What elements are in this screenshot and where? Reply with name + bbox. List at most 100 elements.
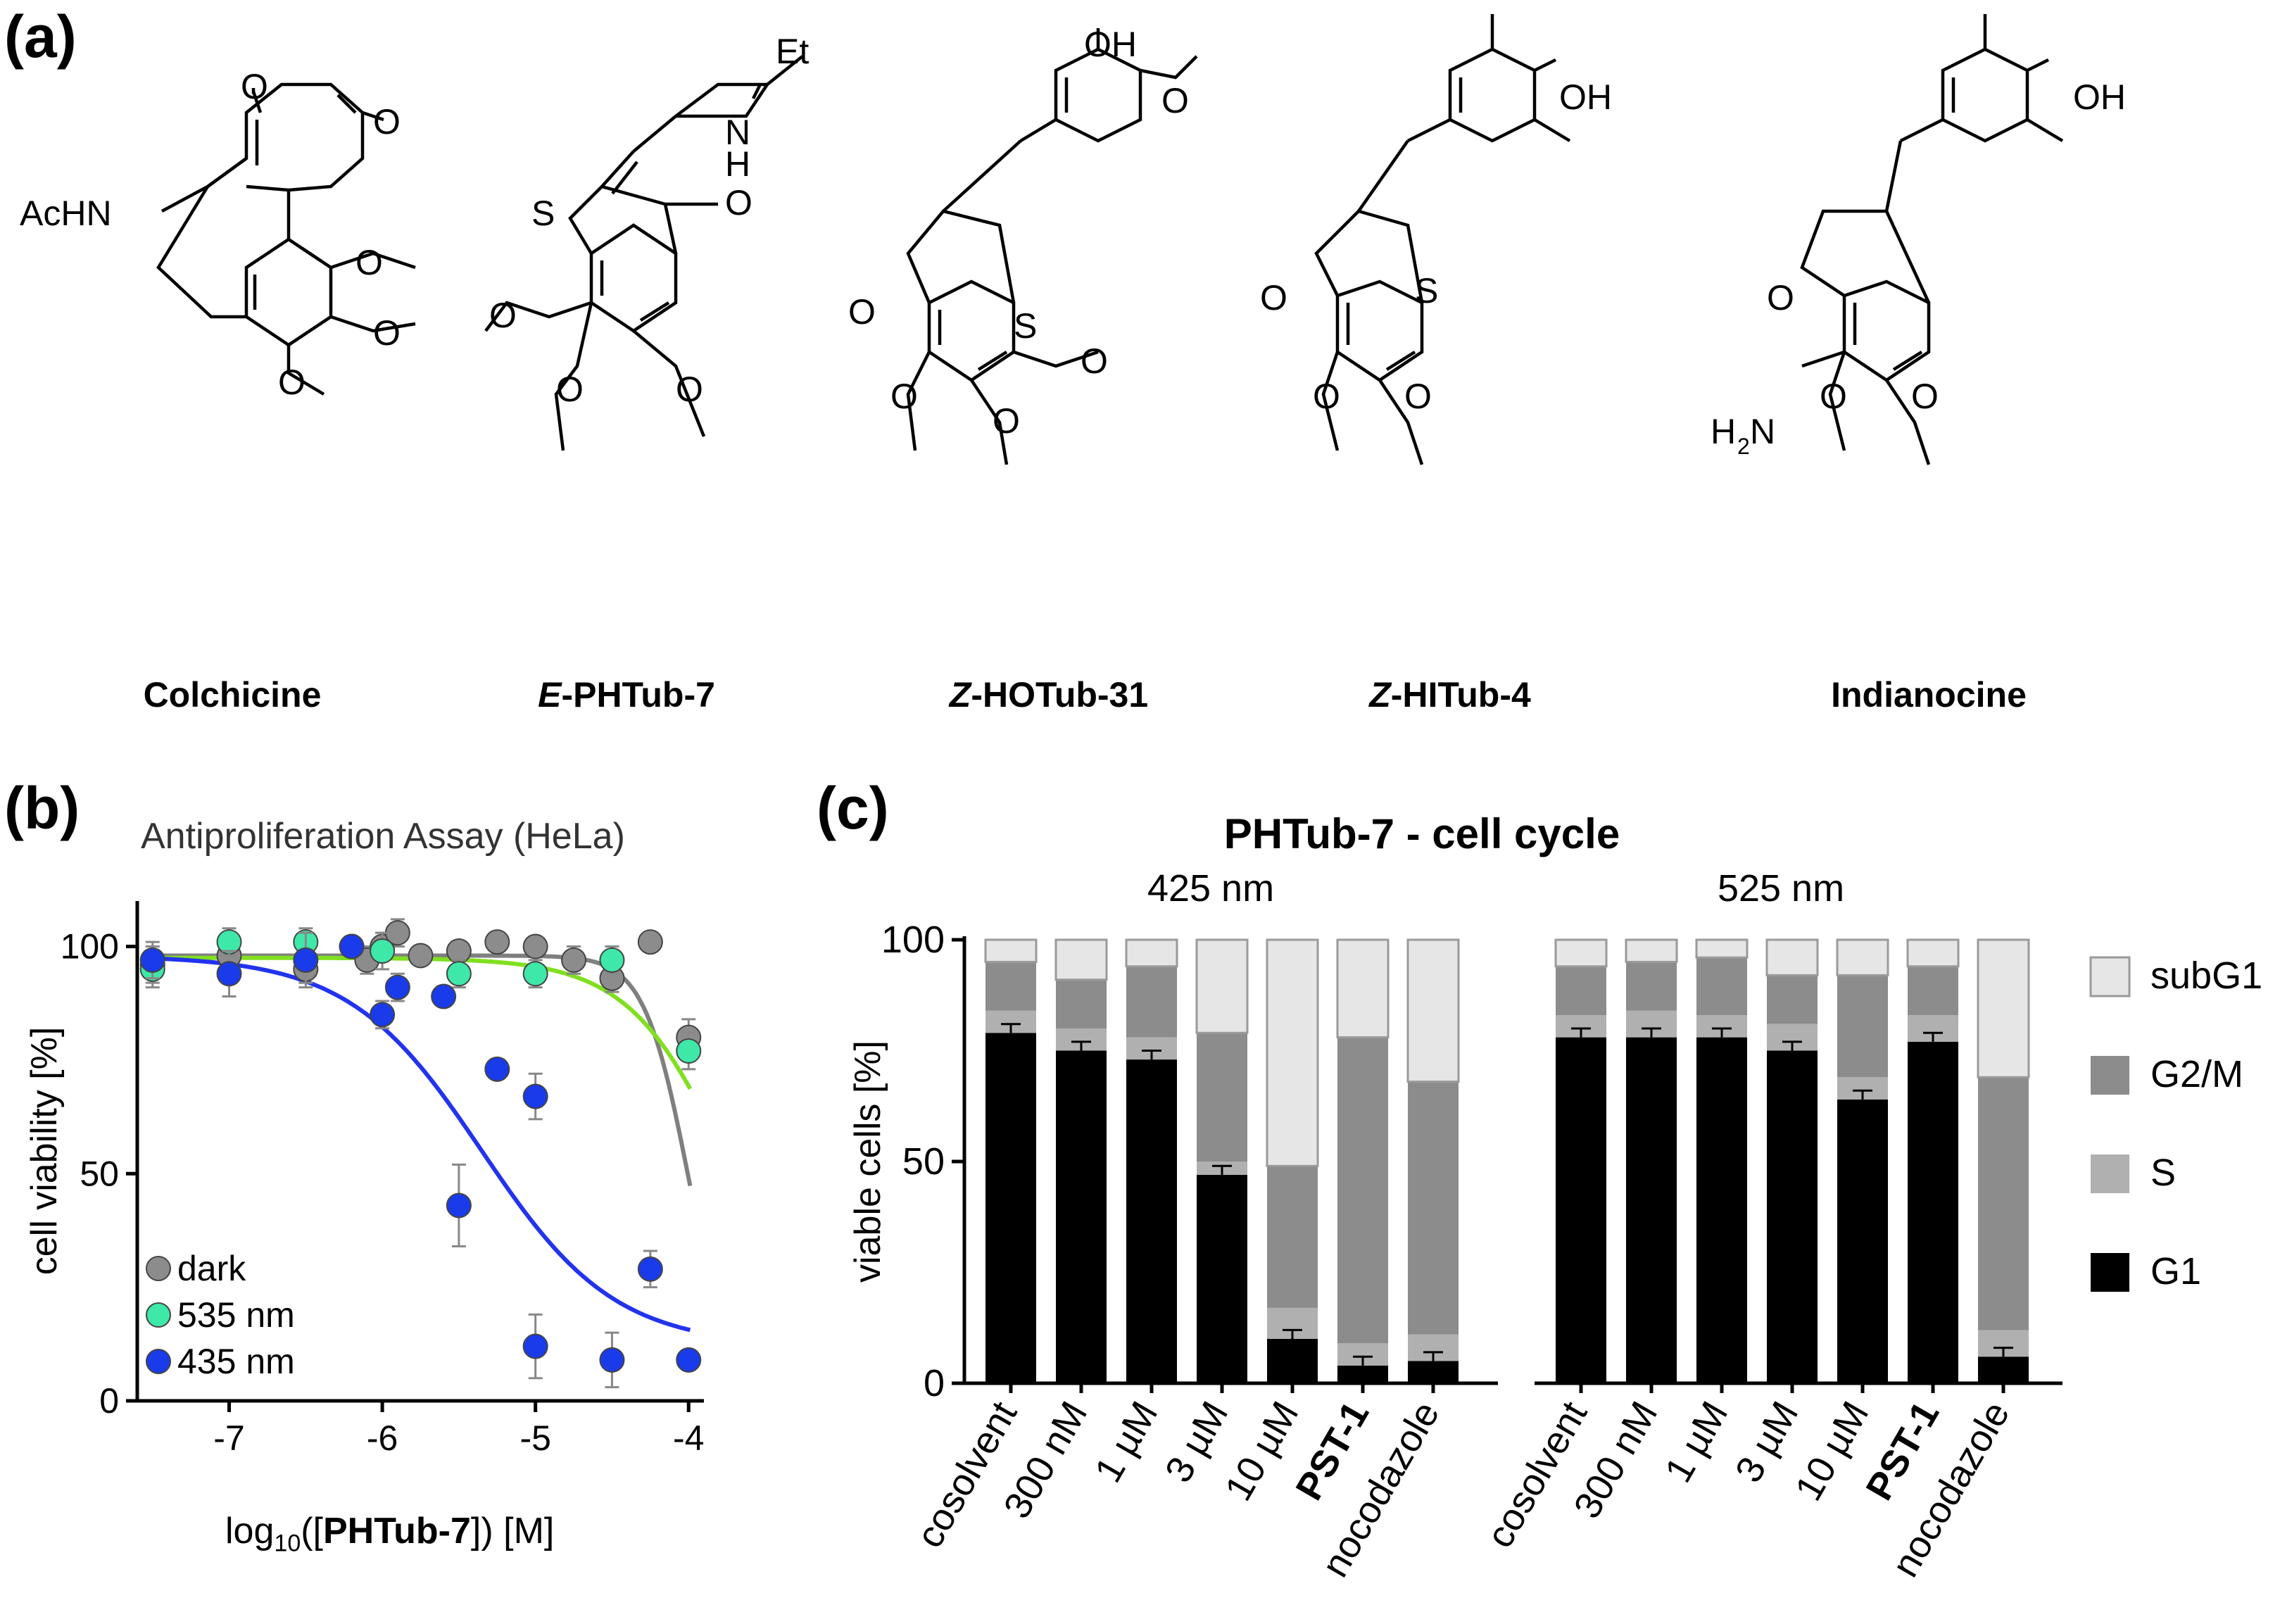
panel-c-label: (c) xyxy=(817,775,889,841)
data-point-0 xyxy=(522,933,548,959)
bar-segment-G2M xyxy=(1056,979,1107,1028)
bar-segment-G2M xyxy=(1126,966,1177,1038)
chart-b-xlabel: log10([PHTub-7]) [M] xyxy=(225,1511,555,1557)
bar-segment-G1 xyxy=(1556,1037,1606,1383)
data-point-1 xyxy=(370,938,396,964)
legend-swatch xyxy=(2089,956,2131,997)
y-tick-label: 50 xyxy=(902,1140,945,1183)
y-tick-label: 50 xyxy=(80,1154,119,1193)
bar-segment-subG1 xyxy=(1266,938,1319,1167)
bar-segment-G2M xyxy=(985,962,1036,1011)
bar-segment-subG1 xyxy=(984,938,1038,963)
hitub4-s: S xyxy=(1415,271,1438,310)
panel-a: (a) O O AcHN O O O xyxy=(0,0,2280,725)
x-tick-label: -6 xyxy=(367,1418,398,1458)
legend-label: 535 nm xyxy=(177,1295,295,1335)
hitub4-structure: O S OH O O xyxy=(1260,14,1612,465)
phtub7-h: H xyxy=(725,144,750,184)
category-label: 1 µM xyxy=(1087,1395,1166,1490)
group-label: 525 nm xyxy=(1718,867,1844,909)
category-label: 1 µM xyxy=(1657,1395,1737,1490)
colchicine-achn: AcHN xyxy=(20,194,112,233)
data-point-0 xyxy=(561,947,587,973)
indianocine-o2: O xyxy=(1820,377,1847,416)
data-point-2 xyxy=(339,933,365,959)
compound-name-3: Z-HOTub-31 xyxy=(949,675,1149,715)
data-point-1 xyxy=(522,961,548,987)
indianocine-n: N xyxy=(1750,412,1775,451)
bar-segment-G1 xyxy=(1978,1357,2029,1383)
data-point-2 xyxy=(599,1347,625,1373)
bar-segment-subG1 xyxy=(1406,938,1460,1083)
data-point-2 xyxy=(637,1256,663,1282)
bar-segment-G2M xyxy=(1408,1081,1459,1335)
indianocine-sub2: 2 xyxy=(1737,434,1750,459)
data-point-0 xyxy=(637,929,663,955)
hotub31-structure: O S OH O O O O xyxy=(848,25,1198,465)
data-point-0 xyxy=(408,943,434,969)
legend-label: S xyxy=(2150,1152,2176,1194)
legend-marker xyxy=(146,1256,171,1281)
phtub7-o4: O xyxy=(676,370,703,409)
chart-c-title: PHTub-7 - cell cycle xyxy=(1223,810,1620,857)
chart-b-title: Antiproliferation Assay (HeLa) xyxy=(141,816,625,857)
colchicine-o3: O xyxy=(373,313,401,353)
indianocine-structure: O OH H 2 N O O xyxy=(1711,14,2126,465)
hitub4-o3: O xyxy=(1404,377,1432,416)
bar-segment-subG1 xyxy=(1336,938,1390,1039)
x-tick-label: -5 xyxy=(519,1418,550,1458)
legend-swatch xyxy=(2091,1056,2129,1095)
bar-segment-G1 xyxy=(1696,1037,1747,1383)
category-label: cosolvent xyxy=(1478,1395,1595,1555)
panel-b-label: (b) xyxy=(4,775,80,841)
bar-segment-G1 xyxy=(985,1033,1036,1383)
phtub7-o: O xyxy=(725,183,752,222)
data-point-1 xyxy=(599,947,625,973)
compound-name-4: Z-HITub-4 xyxy=(1369,675,1531,715)
hotub31-oh: OH xyxy=(1084,25,1137,64)
data-point-2 xyxy=(446,1192,472,1219)
bar-segment-subG1 xyxy=(1906,938,1960,968)
data-point-1 xyxy=(676,1038,702,1064)
bar-segment-G1 xyxy=(1337,1365,1388,1383)
legend-marker xyxy=(146,1302,171,1328)
bar-segment-G2M xyxy=(1197,1033,1247,1162)
data-point-1 xyxy=(446,961,472,987)
data-point-2 xyxy=(384,974,410,1000)
legend-label: G2/M xyxy=(2150,1053,2243,1095)
data-point-2 xyxy=(522,1083,548,1109)
indianocine-o3: O xyxy=(1911,377,1939,416)
y-tick-label: 100 xyxy=(881,919,945,961)
group-label: 425 nm xyxy=(1147,867,1274,909)
bar-segment-G1 xyxy=(1267,1339,1318,1383)
hotub31-o5: O xyxy=(993,401,1020,441)
bar-segment-subG1 xyxy=(1554,938,1608,968)
bar-segment-subG1 xyxy=(1054,938,1108,981)
bar-segment-subG1 xyxy=(1765,938,1819,976)
phtub7-o3: O xyxy=(556,370,584,409)
colchicine-o-methoxy: O xyxy=(373,102,401,141)
compound-name-5: Indianocine xyxy=(1831,675,2027,715)
legend-swatch xyxy=(2091,1253,2129,1292)
phtub7-et: Et xyxy=(776,32,809,71)
hotub31-o: O xyxy=(848,292,876,332)
legend-label: G1 xyxy=(2150,1250,2201,1292)
colchicine-o4: O xyxy=(278,363,306,402)
bar-segment-G1 xyxy=(1197,1174,1247,1383)
colchicine-o2: O xyxy=(355,243,383,282)
data-point-0 xyxy=(484,929,510,955)
bar-segment-G1 xyxy=(1837,1099,1888,1383)
phtub7-s: S xyxy=(531,194,555,233)
phtub7-n: N xyxy=(725,113,750,152)
indianocine-h: H xyxy=(1711,412,1736,451)
data-point-2 xyxy=(293,947,319,973)
bar-segment-G2M xyxy=(1626,962,1677,1011)
legend-marker xyxy=(146,1349,171,1374)
bar-segment-G1 xyxy=(1767,1050,1818,1383)
data-point-2 xyxy=(139,947,165,973)
bar-segment-G2M xyxy=(1696,957,1747,1016)
bar-segment-G2M xyxy=(1337,1037,1388,1344)
bar-segment-G1 xyxy=(1126,1059,1177,1383)
category-label: cosolvent xyxy=(908,1395,1025,1555)
